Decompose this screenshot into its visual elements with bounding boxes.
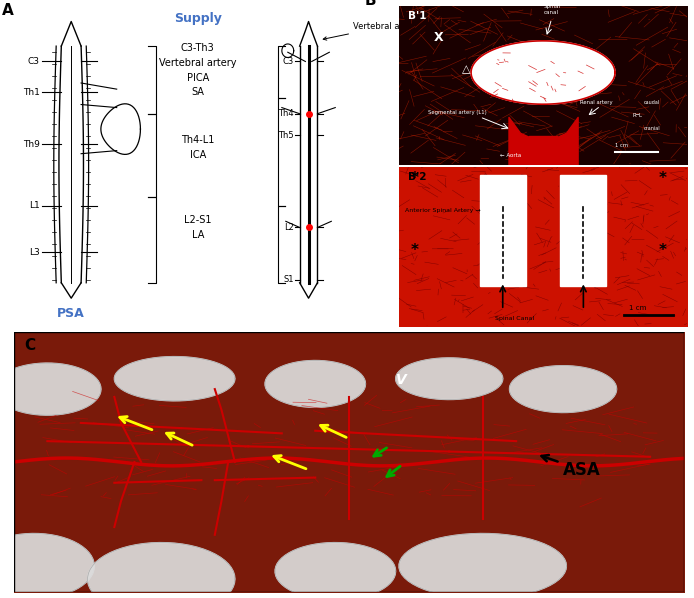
Text: Th1: Th1 [23,88,40,97]
Text: S1: S1 [283,275,294,284]
Text: *: * [658,171,666,187]
Text: *: * [411,171,418,187]
Polygon shape [87,542,235,598]
Text: PSA: PSA [58,307,85,321]
Text: B'1: B'1 [407,11,426,21]
Text: C3-Th3
Vertebral artery
PICA
SA: C3-Th3 Vertebral artery PICA SA [159,43,237,97]
Text: Segmental artery (L1): Segmental artery (L1) [428,110,486,115]
Text: caudal: caudal [644,100,660,105]
Text: L1: L1 [29,202,40,210]
Polygon shape [509,366,616,413]
Polygon shape [275,542,396,598]
Text: 1 cm: 1 cm [629,305,647,311]
Text: Th4: Th4 [278,109,294,118]
Text: Anterior Spinal Artery →: Anterior Spinal Artery → [405,208,480,213]
Text: *: * [411,243,418,258]
Text: △: △ [462,65,471,75]
Text: 1 cm: 1 cm [615,143,628,148]
Polygon shape [396,358,502,399]
Text: A: A [2,3,14,18]
Text: Th4-L1
ICA: Th4-L1 ICA [181,135,214,160]
Text: Th9: Th9 [23,140,40,149]
Text: Vertebral artery: Vertebral artery [323,22,420,40]
Bar [560,175,607,286]
Text: ← Aorta: ← Aorta [500,152,521,157]
Polygon shape [471,41,615,104]
Polygon shape [265,361,366,407]
Text: R─L: R─L [632,113,643,118]
Text: ASA: ASA [541,455,601,479]
Text: X: X [434,31,443,44]
Text: C: C [24,338,35,353]
Polygon shape [0,363,101,415]
Text: Renal artery: Renal artery [580,100,613,105]
Text: L2-S1
LA: L2-S1 LA [184,215,212,240]
Polygon shape [115,356,235,401]
Text: *: * [658,243,666,258]
Text: L3: L3 [29,248,40,257]
Text: Spinal Canal: Spinal Canal [495,316,534,321]
Text: B: B [364,0,376,8]
Text: C3: C3 [282,57,294,66]
Polygon shape [399,533,566,598]
Text: Supply: Supply [174,13,221,25]
Text: B'2: B'2 [407,172,426,182]
Text: Spinal
canal: Spinal canal [543,4,560,15]
Text: Th5: Th5 [278,131,294,140]
Text: L2: L2 [284,223,294,232]
Text: cranial: cranial [644,126,661,130]
Text: C3: C3 [28,57,40,66]
Polygon shape [0,533,94,598]
Text: V: V [396,373,407,387]
Bar [480,175,526,286]
